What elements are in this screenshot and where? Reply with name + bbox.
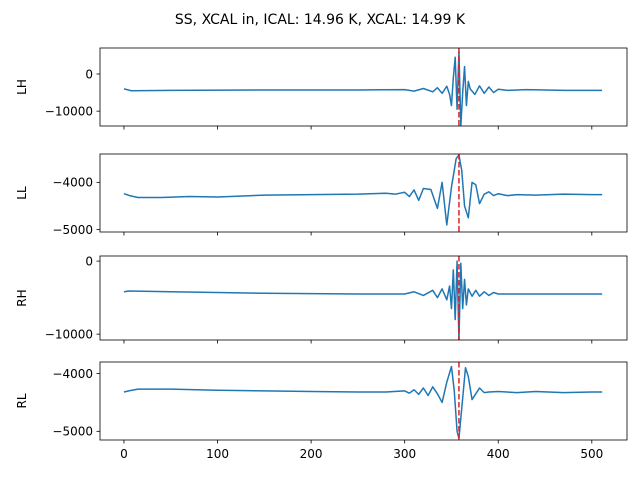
subplot-rh: 0 −10000 RH (15, 254, 628, 344)
series-line-rh (123, 260, 603, 340)
x-tick-label: 300 (393, 447, 416, 461)
y-tick-label: −4000 (52, 367, 93, 381)
subplot-ll: −4000 −5000 LL (15, 153, 628, 237)
y-axis-label: RH (15, 289, 29, 306)
y-tick-label: 0 (85, 254, 93, 268)
subplots: 0 −10000 LH −4000 −5000 LL 0 −10000 RH −4000 −5000… (15, 47, 628, 461)
axes-frame (99, 47, 628, 127)
x-tick-label: 0 (120, 447, 128, 461)
axes-frame (99, 255, 628, 341)
y-tick-label: −10000 (45, 327, 93, 341)
x-tick-label: 500 (580, 447, 603, 461)
axes-frame (99, 153, 628, 233)
subplot-rl: −4000 −5000 RL 0 100 200 300 400 500 (15, 361, 628, 461)
y-axis-label: RL (15, 393, 29, 408)
y-axis-label: LL (15, 186, 29, 200)
y-tick-label: −4000 (52, 176, 93, 190)
series-line-rl (123, 365, 603, 440)
axes-frame (99, 361, 628, 441)
series-line-lh (123, 50, 603, 126)
x-tick-label: 100 (206, 447, 229, 461)
subplot-lh: 0 −10000 LH (15, 47, 628, 130)
y-tick-label: 0 (85, 67, 93, 81)
y-tick-label: −5000 (52, 425, 93, 439)
figure-title: SS, XCAL in, ICAL: 14.96 K, XCAL: 14.99 … (175, 12, 466, 28)
x-tick-label: 200 (300, 447, 323, 461)
y-axis-label: LH (15, 79, 29, 95)
y-tick-label: −5000 (52, 223, 93, 237)
series-line-ll (123, 154, 603, 226)
y-tick-label: −10000 (45, 104, 93, 118)
x-tick-label: 400 (487, 447, 510, 461)
